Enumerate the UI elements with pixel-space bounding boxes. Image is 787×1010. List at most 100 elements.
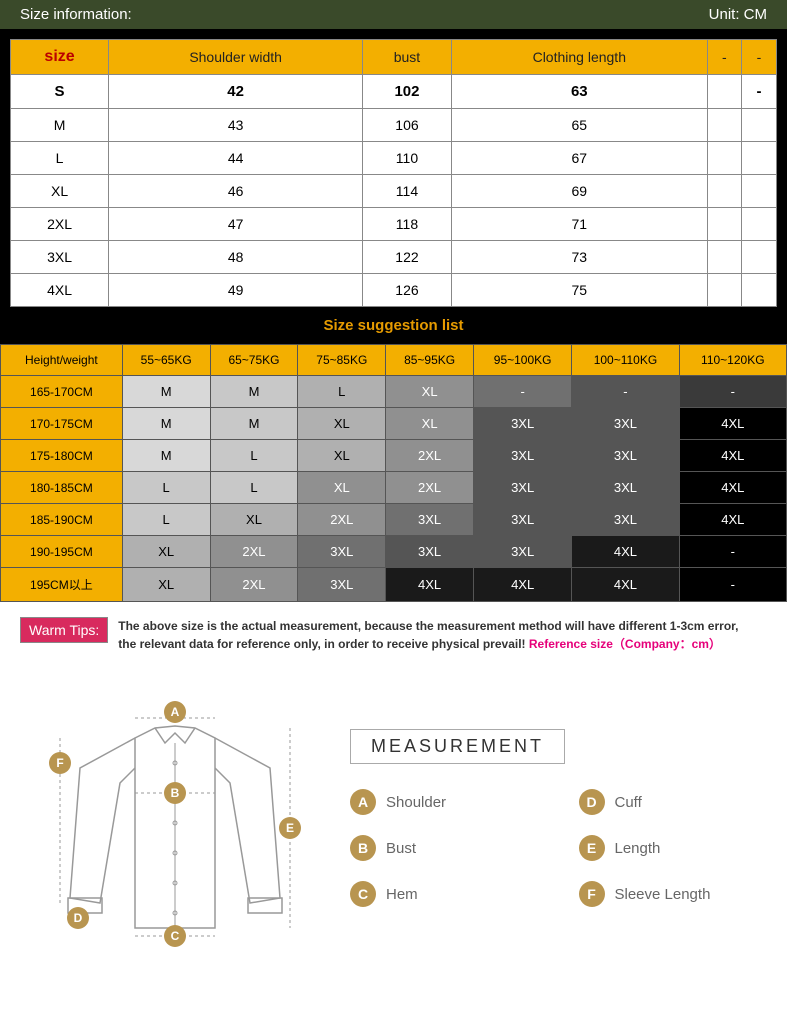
table-cell: 3XL [572,440,679,472]
size-col-header: size [11,40,109,75]
tips-line2: the relevant data for reference only, in… [118,637,525,651]
table-cell: 3XL [386,504,474,536]
measurement-section: ABCDEF MEASUREMENT AShoulderDCuffBBustEL… [0,668,787,968]
table-cell: M [210,376,298,408]
table-cell: 118 [363,208,452,241]
table-cell: 71 [451,208,707,241]
table-cell: M [122,376,210,408]
table-cell: 47 [109,208,363,241]
size-col-header: - [707,40,741,75]
measurement-grid: AShoulderDCuffBBustELengthCHemFSleeve Le… [350,789,767,907]
table-cell: 3XL [298,568,386,602]
shirt-diagram: ABCDEF [20,688,320,948]
table-cell: XL [11,175,109,208]
table-cell: 3XL [474,536,572,568]
table-cell [707,208,741,241]
table-cell: 65 [451,109,707,142]
table-cell [707,142,741,175]
table-row: 4XL4912675 [11,274,777,307]
table-cell [707,241,741,274]
table-cell: 3XL [474,504,572,536]
tips-ref: Reference size（Company：cm） [529,637,721,651]
table-cell: 3XL [474,440,572,472]
table-cell: 2XL [386,440,474,472]
table-cell: 3XL [11,241,109,274]
table-cell: XL [210,504,298,536]
measurement-label: Hem [386,886,418,903]
svg-text:A: A [171,705,180,719]
table-cell [707,175,741,208]
table-row: 3XL4812273 [11,241,777,274]
table-row: L4411067 [11,142,777,175]
table-cell: 2XL [11,208,109,241]
tips-section: Warm Tips: The above size is the actual … [0,602,787,668]
table-cell: XL [386,376,474,408]
header-title: Size information: [20,6,132,23]
table-cell: 63 [451,75,707,109]
measurement-badge: D [579,789,605,815]
row-header: 180-185CM [1,472,123,504]
measurement-title: MEASUREMENT [350,729,565,764]
table-cell: 69 [451,175,707,208]
measurement-item: ELength [579,835,768,861]
suggest-col-header: 65~75KG [210,345,298,376]
table-cell: M [11,109,109,142]
table-cell: XL [298,472,386,504]
table-cell: 4XL [572,568,679,602]
table-cell: L [210,440,298,472]
table-cell: - [679,536,786,568]
table-cell: 4XL [679,472,786,504]
size-col-header: Shoulder width [109,40,363,75]
row-header: 190-195CM [1,536,123,568]
measurement-item: D Cuff [579,789,768,815]
row-header: 175-180CM [1,440,123,472]
svg-text:C: C [171,929,180,943]
svg-text:D: D [74,911,83,925]
table-cell: 3XL [572,504,679,536]
table-row: 2XL4711871 [11,208,777,241]
measurement-label: Length [615,840,661,857]
svg-text:E: E [286,821,294,835]
table-cell: 4XL [386,568,474,602]
measurement-item: FSleeve Length [579,881,768,907]
table-cell [741,109,776,142]
table-row: 170-175CMMMXLXL3XL3XL4XL [1,408,787,440]
table-cell: 110 [363,142,452,175]
table-row: 180-185CMLLXL2XL3XL3XL4XL [1,472,787,504]
tips-line1: The above size is the actual measurement… [118,619,738,633]
table-cell: 4XL [679,504,786,536]
table-cell: 122 [363,241,452,274]
suggest-col-header: 95~100KG [474,345,572,376]
table-cell [707,274,741,307]
measurement-label: Cuff [615,794,642,811]
suggest-col-header: 110~120KG [679,345,786,376]
suggest-title: Size suggestion list [0,307,787,344]
suggest-table: Height/weight55~65KG65~75KG75~85KG85~95K… [0,344,787,602]
header-unit: Unit: CM [709,6,767,23]
table-cell: 3XL [298,536,386,568]
table-row: 175-180CMMLXL2XL3XL3XL4XL [1,440,787,472]
table-cell: 3XL [474,472,572,504]
table-cell: 126 [363,274,452,307]
table-cell: XL [298,408,386,440]
table-cell: 2XL [210,536,298,568]
size-col-header: - [741,40,776,75]
measurement-label: Bust [386,840,416,857]
table-cell: 43 [109,109,363,142]
table-cell [741,274,776,307]
table-cell [707,109,741,142]
table-cell: 4XL [679,408,786,440]
table-cell: 3XL [386,536,474,568]
table-row: 185-190CMLXL2XL3XL3XL3XL4XL [1,504,787,536]
table-cell: - [679,568,786,602]
suggest-col-header: 55~65KG [122,345,210,376]
table-cell: M [122,440,210,472]
header-bar: Size information: Unit: CM [0,0,787,29]
row-header: 185-190CM [1,504,123,536]
table-row: M4310665 [11,109,777,142]
table-row: XL4611469 [11,175,777,208]
table-cell: L [122,472,210,504]
table-cell: XL [298,440,386,472]
table-cell: 102 [363,75,452,109]
table-cell: 2XL [298,504,386,536]
